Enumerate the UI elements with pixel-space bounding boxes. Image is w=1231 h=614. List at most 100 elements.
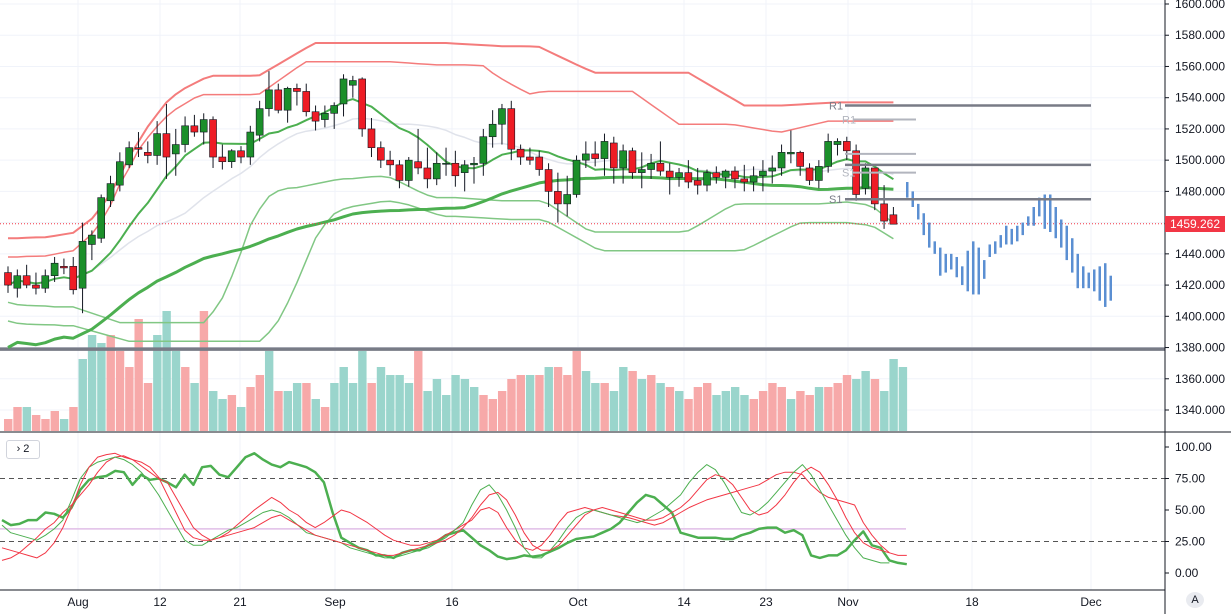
volume-bar xyxy=(730,387,740,431)
projection-bar xyxy=(1082,266,1085,289)
candle-body xyxy=(609,142,618,169)
projection-bar xyxy=(1065,225,1068,261)
candle-body xyxy=(637,169,646,173)
price-tick-label: 1400.000 xyxy=(1175,309,1225,323)
volume-bar xyxy=(115,351,125,431)
volume-bar xyxy=(255,375,265,431)
pivot-label: R1 xyxy=(829,101,843,113)
volume-bar xyxy=(423,391,432,431)
volume-bar xyxy=(330,383,339,431)
volume-bar xyxy=(395,375,404,431)
volume-bar xyxy=(675,391,684,431)
candle-body xyxy=(824,141,832,167)
projection-bar xyxy=(1109,275,1112,301)
projection-bar xyxy=(1104,263,1107,307)
candle-body xyxy=(805,167,814,181)
candle-body xyxy=(162,133,171,158)
price-tick-label: 1560.000 xyxy=(1175,59,1225,73)
slow-average xyxy=(7,175,894,349)
oscillator-series-line xyxy=(1,452,890,559)
price-tick-label: 1600.000 xyxy=(1175,0,1225,11)
candle-body xyxy=(144,152,152,156)
projection-bar xyxy=(983,260,986,279)
volume-bar xyxy=(581,371,591,431)
oscillator-series-line xyxy=(1,456,890,564)
volume-bar xyxy=(432,379,442,431)
oscillator-tick-label: 75.00 xyxy=(1175,472,1205,486)
price-tick-label: 1480.000 xyxy=(1175,184,1225,198)
time-tick-label: 23 xyxy=(759,595,773,609)
volume-bar xyxy=(367,383,376,431)
grid-lines xyxy=(0,0,1165,590)
volume-bar xyxy=(628,371,637,431)
oscillator-pane xyxy=(0,431,1231,566)
volume-bar xyxy=(880,391,889,431)
candle-body xyxy=(255,108,264,136)
pivot-label: R1 xyxy=(842,115,856,127)
candle-body xyxy=(684,172,693,183)
candle-body xyxy=(759,170,767,177)
price-tick-label: 1440.000 xyxy=(1175,247,1225,261)
volume-bar xyxy=(274,391,283,431)
volume-bar xyxy=(50,411,59,431)
price-tick-label: 1420.000 xyxy=(1175,278,1225,292)
projection-bar xyxy=(1076,253,1079,289)
candle-body xyxy=(712,172,721,178)
volume-bar xyxy=(516,375,525,431)
volume-bar xyxy=(600,383,609,431)
volume-bar xyxy=(209,391,218,431)
volume-bar xyxy=(125,367,134,431)
band-overlays xyxy=(0,42,1165,349)
volume-bar xyxy=(619,367,628,431)
candle-body xyxy=(740,178,749,183)
candle-body xyxy=(721,170,730,178)
volume-bar xyxy=(320,407,330,431)
candle-body xyxy=(731,170,739,180)
oscillator-tick-label: 25.00 xyxy=(1175,535,1205,549)
time-tick-label: 21 xyxy=(233,595,247,609)
projection-bar xyxy=(1038,197,1041,217)
volume-bar xyxy=(740,395,749,431)
candle-body xyxy=(116,161,124,186)
lower-outer-band xyxy=(7,200,894,343)
volume-bar xyxy=(786,399,796,431)
projection-bar xyxy=(939,247,942,276)
candle-body xyxy=(22,275,31,286)
candle-body xyxy=(880,203,888,222)
oscillator-tick-label: 100.00 xyxy=(1175,440,1212,454)
candle-body xyxy=(842,141,851,152)
candle-body xyxy=(591,153,599,159)
projection-bar xyxy=(994,241,997,254)
volume-bar xyxy=(563,375,572,431)
volume-bar xyxy=(479,395,488,431)
projection-bar xyxy=(1027,216,1030,226)
candle-body xyxy=(311,111,320,122)
volume-bars xyxy=(4,311,908,431)
study-chip[interactable]: › 2 xyxy=(6,440,40,459)
volume-bar xyxy=(768,383,777,431)
last-price-label: 1459.262 xyxy=(1165,216,1225,232)
projection-bar xyxy=(977,247,980,295)
candle-body xyxy=(815,166,823,181)
volume-bar xyxy=(507,379,516,431)
pivot-label: S1 xyxy=(842,168,855,180)
candle-body xyxy=(330,105,339,114)
auto-scale-button[interactable]: A xyxy=(1186,592,1204,608)
volume-bar xyxy=(190,383,199,431)
projection-bar xyxy=(944,253,947,273)
time-tick-label: Oct xyxy=(569,595,588,609)
candle-body xyxy=(293,88,301,92)
candle-body xyxy=(78,241,87,289)
volume-bar xyxy=(777,387,786,431)
projection-bar xyxy=(1010,228,1013,245)
candle-body xyxy=(665,170,674,178)
candle-body xyxy=(134,147,143,150)
candle-body xyxy=(507,108,516,150)
candle-body xyxy=(32,284,40,289)
volume-bar xyxy=(153,335,162,431)
volume-bar xyxy=(339,367,348,431)
volume-bar xyxy=(348,383,358,431)
candle-body xyxy=(414,161,422,169)
candle-body xyxy=(479,136,488,164)
